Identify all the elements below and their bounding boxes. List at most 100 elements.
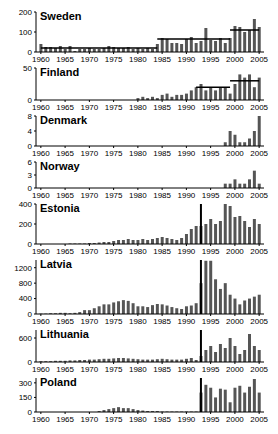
svg-text:1980: 1980 <box>129 149 147 158</box>
svg-text:1985: 1985 <box>153 149 171 158</box>
svg-text:400: 400 <box>19 294 33 303</box>
svg-text:4: 4 <box>28 127 33 136</box>
svg-text:1995: 1995 <box>202 365 220 374</box>
svg-text:1200: 1200 <box>14 264 32 273</box>
svg-text:100: 100 <box>19 28 33 37</box>
svg-text:1985: 1985 <box>153 191 171 200</box>
svg-text:2005: 2005 <box>250 247 268 256</box>
svg-text:2005: 2005 <box>250 365 268 374</box>
svg-text:2000: 2000 <box>226 247 244 256</box>
svg-text:1990: 1990 <box>177 317 195 326</box>
svg-text:1960: 1960 <box>32 415 50 424</box>
svg-text:2000: 2000 <box>226 149 244 158</box>
svg-text:1970: 1970 <box>80 149 98 158</box>
svg-text:1985: 1985 <box>153 365 171 374</box>
svg-text:1965: 1965 <box>56 247 74 256</box>
svg-text:1975: 1975 <box>105 415 123 424</box>
svg-text:1995: 1995 <box>202 191 220 200</box>
svg-text:1995: 1995 <box>202 55 220 64</box>
svg-text:1965: 1965 <box>56 365 74 374</box>
svg-text:1995: 1995 <box>202 103 220 112</box>
svg-text:1960: 1960 <box>32 247 50 256</box>
svg-text:1965: 1965 <box>56 415 74 424</box>
svg-text:50: 50 <box>23 64 32 73</box>
svg-text:1970: 1970 <box>80 103 98 112</box>
svg-text:2005: 2005 <box>250 317 268 326</box>
svg-text:2000: 2000 <box>226 103 244 112</box>
svg-text:1965: 1965 <box>56 191 74 200</box>
svg-text:2005: 2005 <box>250 103 268 112</box>
svg-text:2000: 2000 <box>226 365 244 374</box>
svg-text:2000: 2000 <box>226 317 244 326</box>
svg-text:0: 0 <box>28 48 33 57</box>
svg-text:2005: 2005 <box>250 149 268 158</box>
svg-text:1985: 1985 <box>153 317 171 326</box>
svg-text:300: 300 <box>19 379 33 388</box>
svg-text:1970: 1970 <box>80 55 98 64</box>
svg-text:1960: 1960 <box>32 191 50 200</box>
svg-text:1990: 1990 <box>177 103 195 112</box>
svg-text:1995: 1995 <box>202 149 220 158</box>
svg-text:1995: 1995 <box>202 317 220 326</box>
svg-text:0: 0 <box>28 358 33 367</box>
svg-text:1970: 1970 <box>80 191 98 200</box>
svg-text:0: 0 <box>28 96 33 105</box>
svg-text:0: 0 <box>28 408 33 417</box>
svg-text:1985: 1985 <box>153 247 171 256</box>
svg-text:1980: 1980 <box>129 103 147 112</box>
svg-text:1995: 1995 <box>202 247 220 256</box>
svg-text:1965: 1965 <box>56 149 74 158</box>
svg-text:1965: 1965 <box>56 103 74 112</box>
svg-text:1980: 1980 <box>129 55 147 64</box>
svg-text:0: 0 <box>28 240 33 249</box>
svg-text:1990: 1990 <box>177 365 195 374</box>
svg-text:1960: 1960 <box>32 55 50 64</box>
svg-text:1985: 1985 <box>153 103 171 112</box>
svg-text:2005: 2005 <box>250 55 268 64</box>
svg-text:1975: 1975 <box>105 103 123 112</box>
svg-text:1980: 1980 <box>129 317 147 326</box>
svg-text:1990: 1990 <box>177 191 195 200</box>
svg-text:0: 0 <box>28 310 33 319</box>
svg-text:1975: 1975 <box>105 247 123 256</box>
svg-text:800: 800 <box>19 279 33 288</box>
svg-text:1970: 1970 <box>80 247 98 256</box>
svg-text:2000: 2000 <box>226 191 244 200</box>
svg-text:200: 200 <box>19 220 33 229</box>
svg-text:1990: 1990 <box>177 415 195 424</box>
svg-text:2005: 2005 <box>250 415 268 424</box>
svg-text:1960: 1960 <box>32 365 50 374</box>
svg-text:1965: 1965 <box>56 317 74 326</box>
svg-text:1975: 1975 <box>105 365 123 374</box>
svg-text:150: 150 <box>19 393 33 402</box>
svg-text:1980: 1980 <box>129 415 147 424</box>
svg-text:1970: 1970 <box>80 415 98 424</box>
svg-text:1995: 1995 <box>202 415 220 424</box>
svg-text:1990: 1990 <box>177 149 195 158</box>
svg-text:2005: 2005 <box>250 191 268 200</box>
svg-text:2000: 2000 <box>226 415 244 424</box>
svg-text:1980: 1980 <box>129 191 147 200</box>
svg-text:600: 600 <box>19 334 33 343</box>
svg-text:1960: 1960 <box>32 149 50 158</box>
svg-text:1975: 1975 <box>105 191 123 200</box>
svg-text:1990: 1990 <box>177 247 195 256</box>
svg-text:3: 3 <box>28 171 33 180</box>
svg-text:1980: 1980 <box>129 365 147 374</box>
svg-text:1960: 1960 <box>32 103 50 112</box>
svg-text:1975: 1975 <box>105 317 123 326</box>
svg-text:1990: 1990 <box>177 55 195 64</box>
svg-text:1960: 1960 <box>32 317 50 326</box>
svg-text:0: 0 <box>28 184 33 193</box>
svg-text:1975: 1975 <box>105 149 123 158</box>
svg-text:6: 6 <box>28 158 33 167</box>
svg-text:0: 0 <box>28 142 33 151</box>
svg-text:1975: 1975 <box>105 55 123 64</box>
svg-text:1980: 1980 <box>129 247 147 256</box>
svg-text:1970: 1970 <box>80 365 98 374</box>
svg-text:1985: 1985 <box>153 55 171 64</box>
svg-text:1985: 1985 <box>153 415 171 424</box>
svg-text:200: 200 <box>19 8 33 17</box>
svg-text:2000: 2000 <box>226 55 244 64</box>
svg-text:8: 8 <box>28 112 33 121</box>
